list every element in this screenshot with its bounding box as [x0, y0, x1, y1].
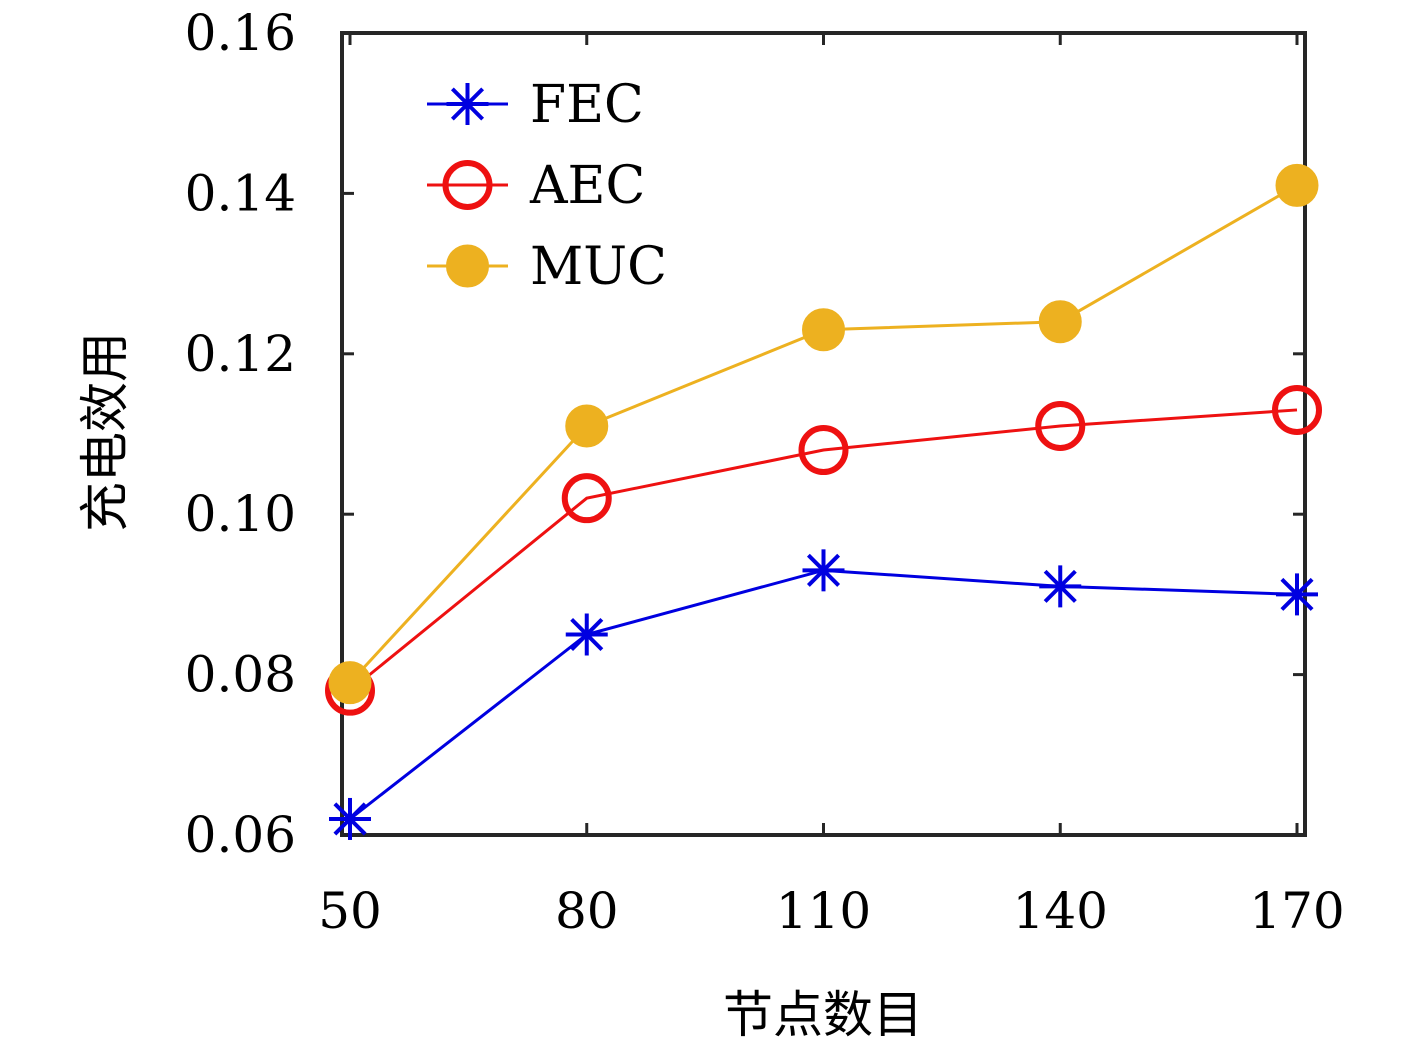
x-axis-title: 节点数目	[723, 986, 923, 1044]
x-tick-label: 50	[318, 882, 382, 940]
y-tick-label: 0.12	[185, 325, 296, 383]
data-point-aec	[561, 473, 612, 524]
data-point-muc	[802, 308, 845, 352]
x-tick-label: 80	[555, 882, 619, 940]
series-line-fec	[349, 568, 1298, 821]
plot-frame	[340, 31, 1307, 837]
data-point-muc	[328, 661, 372, 705]
legend-marker-aec	[442, 160, 493, 210]
data-point-fec	[329, 797, 371, 840]
y-tick-label: 0.08	[185, 646, 296, 704]
series-line-muc	[348, 184, 1298, 684]
legend-label-aec: AEC	[529, 156, 645, 216]
y-tick-label: 0.06	[185, 806, 296, 864]
data-point-aec	[1272, 384, 1322, 435]
data-point-fec	[1276, 573, 1318, 616]
legend-marker-muc	[446, 244, 489, 288]
data-point-fec	[802, 549, 845, 592]
y-tick-label: 0.16	[185, 4, 296, 62]
data-point-aec	[798, 425, 849, 476]
x-tick-label: 170	[1249, 882, 1344, 940]
series-line-aec	[349, 408, 1298, 692]
y-tick-label: 0.14	[185, 164, 296, 222]
y-tick-label: 0.10	[185, 485, 296, 543]
data-point-fec	[565, 613, 608, 656]
legend-label-muc: MUC	[530, 237, 667, 297]
data-point-muc	[565, 404, 609, 448]
x-tick-label: 110	[776, 882, 871, 940]
data-point-aec	[1035, 400, 1086, 451]
legend-marker-fec	[446, 83, 489, 125]
data-point-muc	[1275, 163, 1319, 207]
legend-label-fec: FEC	[530, 75, 644, 135]
legend-item-fec: FEC	[427, 75, 644, 135]
data-point-fec	[1039, 565, 1082, 608]
data-point-muc	[1038, 300, 1082, 344]
legend-item-aec: AEC	[427, 156, 645, 216]
y-axis-title: 充电效用	[76, 332, 134, 532]
x-tick-label: 140	[1013, 882, 1108, 940]
legend-item-muc: MUC	[427, 237, 667, 297]
